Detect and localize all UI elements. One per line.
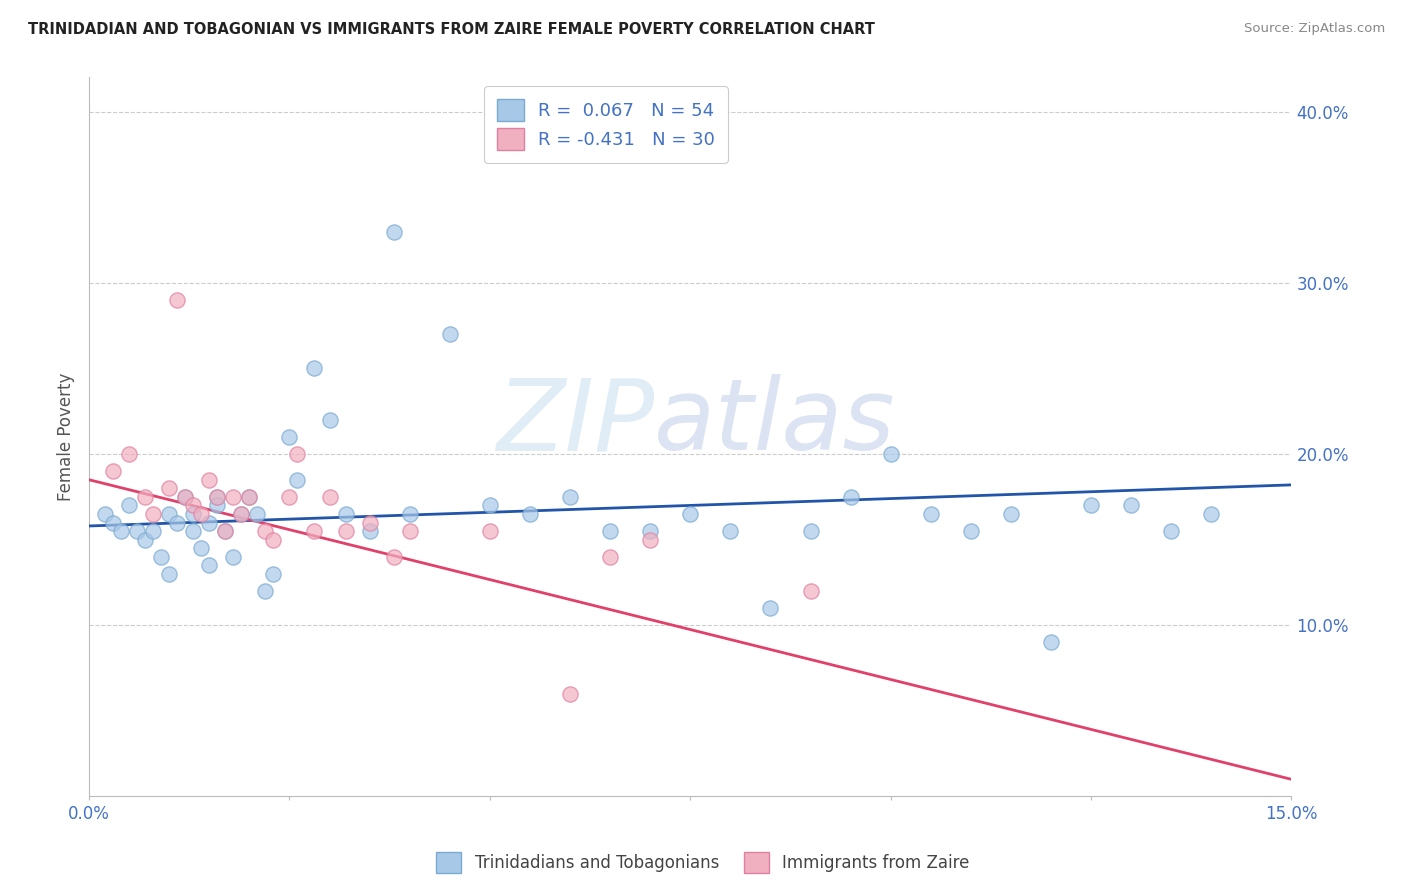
Point xyxy=(118,447,141,461)
Point xyxy=(799,584,821,599)
Point xyxy=(198,473,221,487)
Point xyxy=(222,490,245,504)
Point xyxy=(134,533,156,547)
Text: atlas: atlas xyxy=(654,374,896,471)
Point xyxy=(207,499,229,513)
Point xyxy=(759,601,782,615)
Point xyxy=(174,490,197,504)
Point xyxy=(1201,507,1223,521)
Point xyxy=(382,549,405,564)
Point xyxy=(558,687,581,701)
Point xyxy=(166,293,188,307)
Point xyxy=(302,524,325,538)
Point xyxy=(231,507,253,521)
Point xyxy=(1000,507,1022,521)
Point xyxy=(335,524,357,538)
Point xyxy=(238,490,260,504)
Legend: Trinidadians and Tobagonians, Immigrants from Zaire: Trinidadians and Tobagonians, Immigrants… xyxy=(430,846,976,880)
Point xyxy=(101,516,124,530)
Point xyxy=(335,507,357,521)
Point xyxy=(1121,499,1143,513)
Point xyxy=(142,507,165,521)
Point xyxy=(214,524,236,538)
Point xyxy=(278,490,301,504)
Point xyxy=(398,507,420,521)
Point xyxy=(599,549,621,564)
Point xyxy=(181,524,204,538)
Point xyxy=(157,481,180,495)
Point xyxy=(101,464,124,478)
Point xyxy=(181,499,204,513)
Point xyxy=(157,566,180,581)
Point xyxy=(174,490,197,504)
Point xyxy=(94,507,117,521)
Text: TRINIDADIAN AND TOBAGONIAN VS IMMIGRANTS FROM ZAIRE FEMALE POVERTY CORRELATION C: TRINIDADIAN AND TOBAGONIAN VS IMMIGRANTS… xyxy=(28,22,875,37)
Point xyxy=(222,549,245,564)
Point xyxy=(118,499,141,513)
Point xyxy=(638,533,661,547)
Point xyxy=(134,490,156,504)
Point xyxy=(679,507,702,521)
Point xyxy=(558,490,581,504)
Point xyxy=(238,490,260,504)
Point xyxy=(231,507,253,521)
Point xyxy=(166,516,188,530)
Point xyxy=(207,490,229,504)
Point xyxy=(718,524,741,538)
Point xyxy=(398,524,420,538)
Point xyxy=(638,524,661,538)
Point xyxy=(318,490,340,504)
Point xyxy=(287,447,309,461)
Point xyxy=(181,507,204,521)
Point xyxy=(262,533,284,547)
Point xyxy=(382,225,405,239)
Point xyxy=(254,584,277,599)
Point xyxy=(1039,635,1062,649)
Point xyxy=(254,524,277,538)
Point xyxy=(920,507,942,521)
Point xyxy=(519,507,541,521)
Text: Source: ZipAtlas.com: Source: ZipAtlas.com xyxy=(1244,22,1385,36)
Legend: R =  0.067   N = 54, R = -0.431   N = 30: R = 0.067 N = 54, R = -0.431 N = 30 xyxy=(484,87,728,163)
Point xyxy=(246,507,269,521)
Point xyxy=(839,490,862,504)
Point xyxy=(214,524,236,538)
Point xyxy=(198,558,221,573)
Point xyxy=(359,516,381,530)
Point xyxy=(278,430,301,444)
Point xyxy=(599,524,621,538)
Point xyxy=(302,361,325,376)
Point xyxy=(439,327,461,342)
Point xyxy=(207,490,229,504)
Point xyxy=(359,524,381,538)
Point xyxy=(959,524,981,538)
Point xyxy=(478,499,501,513)
Point xyxy=(110,524,132,538)
Point xyxy=(198,516,221,530)
Point xyxy=(190,541,212,556)
Point xyxy=(127,524,149,538)
Point xyxy=(1160,524,1182,538)
Y-axis label: Female Poverty: Female Poverty xyxy=(58,373,75,501)
Point xyxy=(318,413,340,427)
Point xyxy=(879,447,901,461)
Point xyxy=(799,524,821,538)
Point xyxy=(157,507,180,521)
Point xyxy=(287,473,309,487)
Point xyxy=(190,507,212,521)
Text: ZIP: ZIP xyxy=(496,374,654,471)
Point xyxy=(150,549,173,564)
Point xyxy=(262,566,284,581)
Point xyxy=(1080,499,1102,513)
Point xyxy=(478,524,501,538)
Point xyxy=(142,524,165,538)
